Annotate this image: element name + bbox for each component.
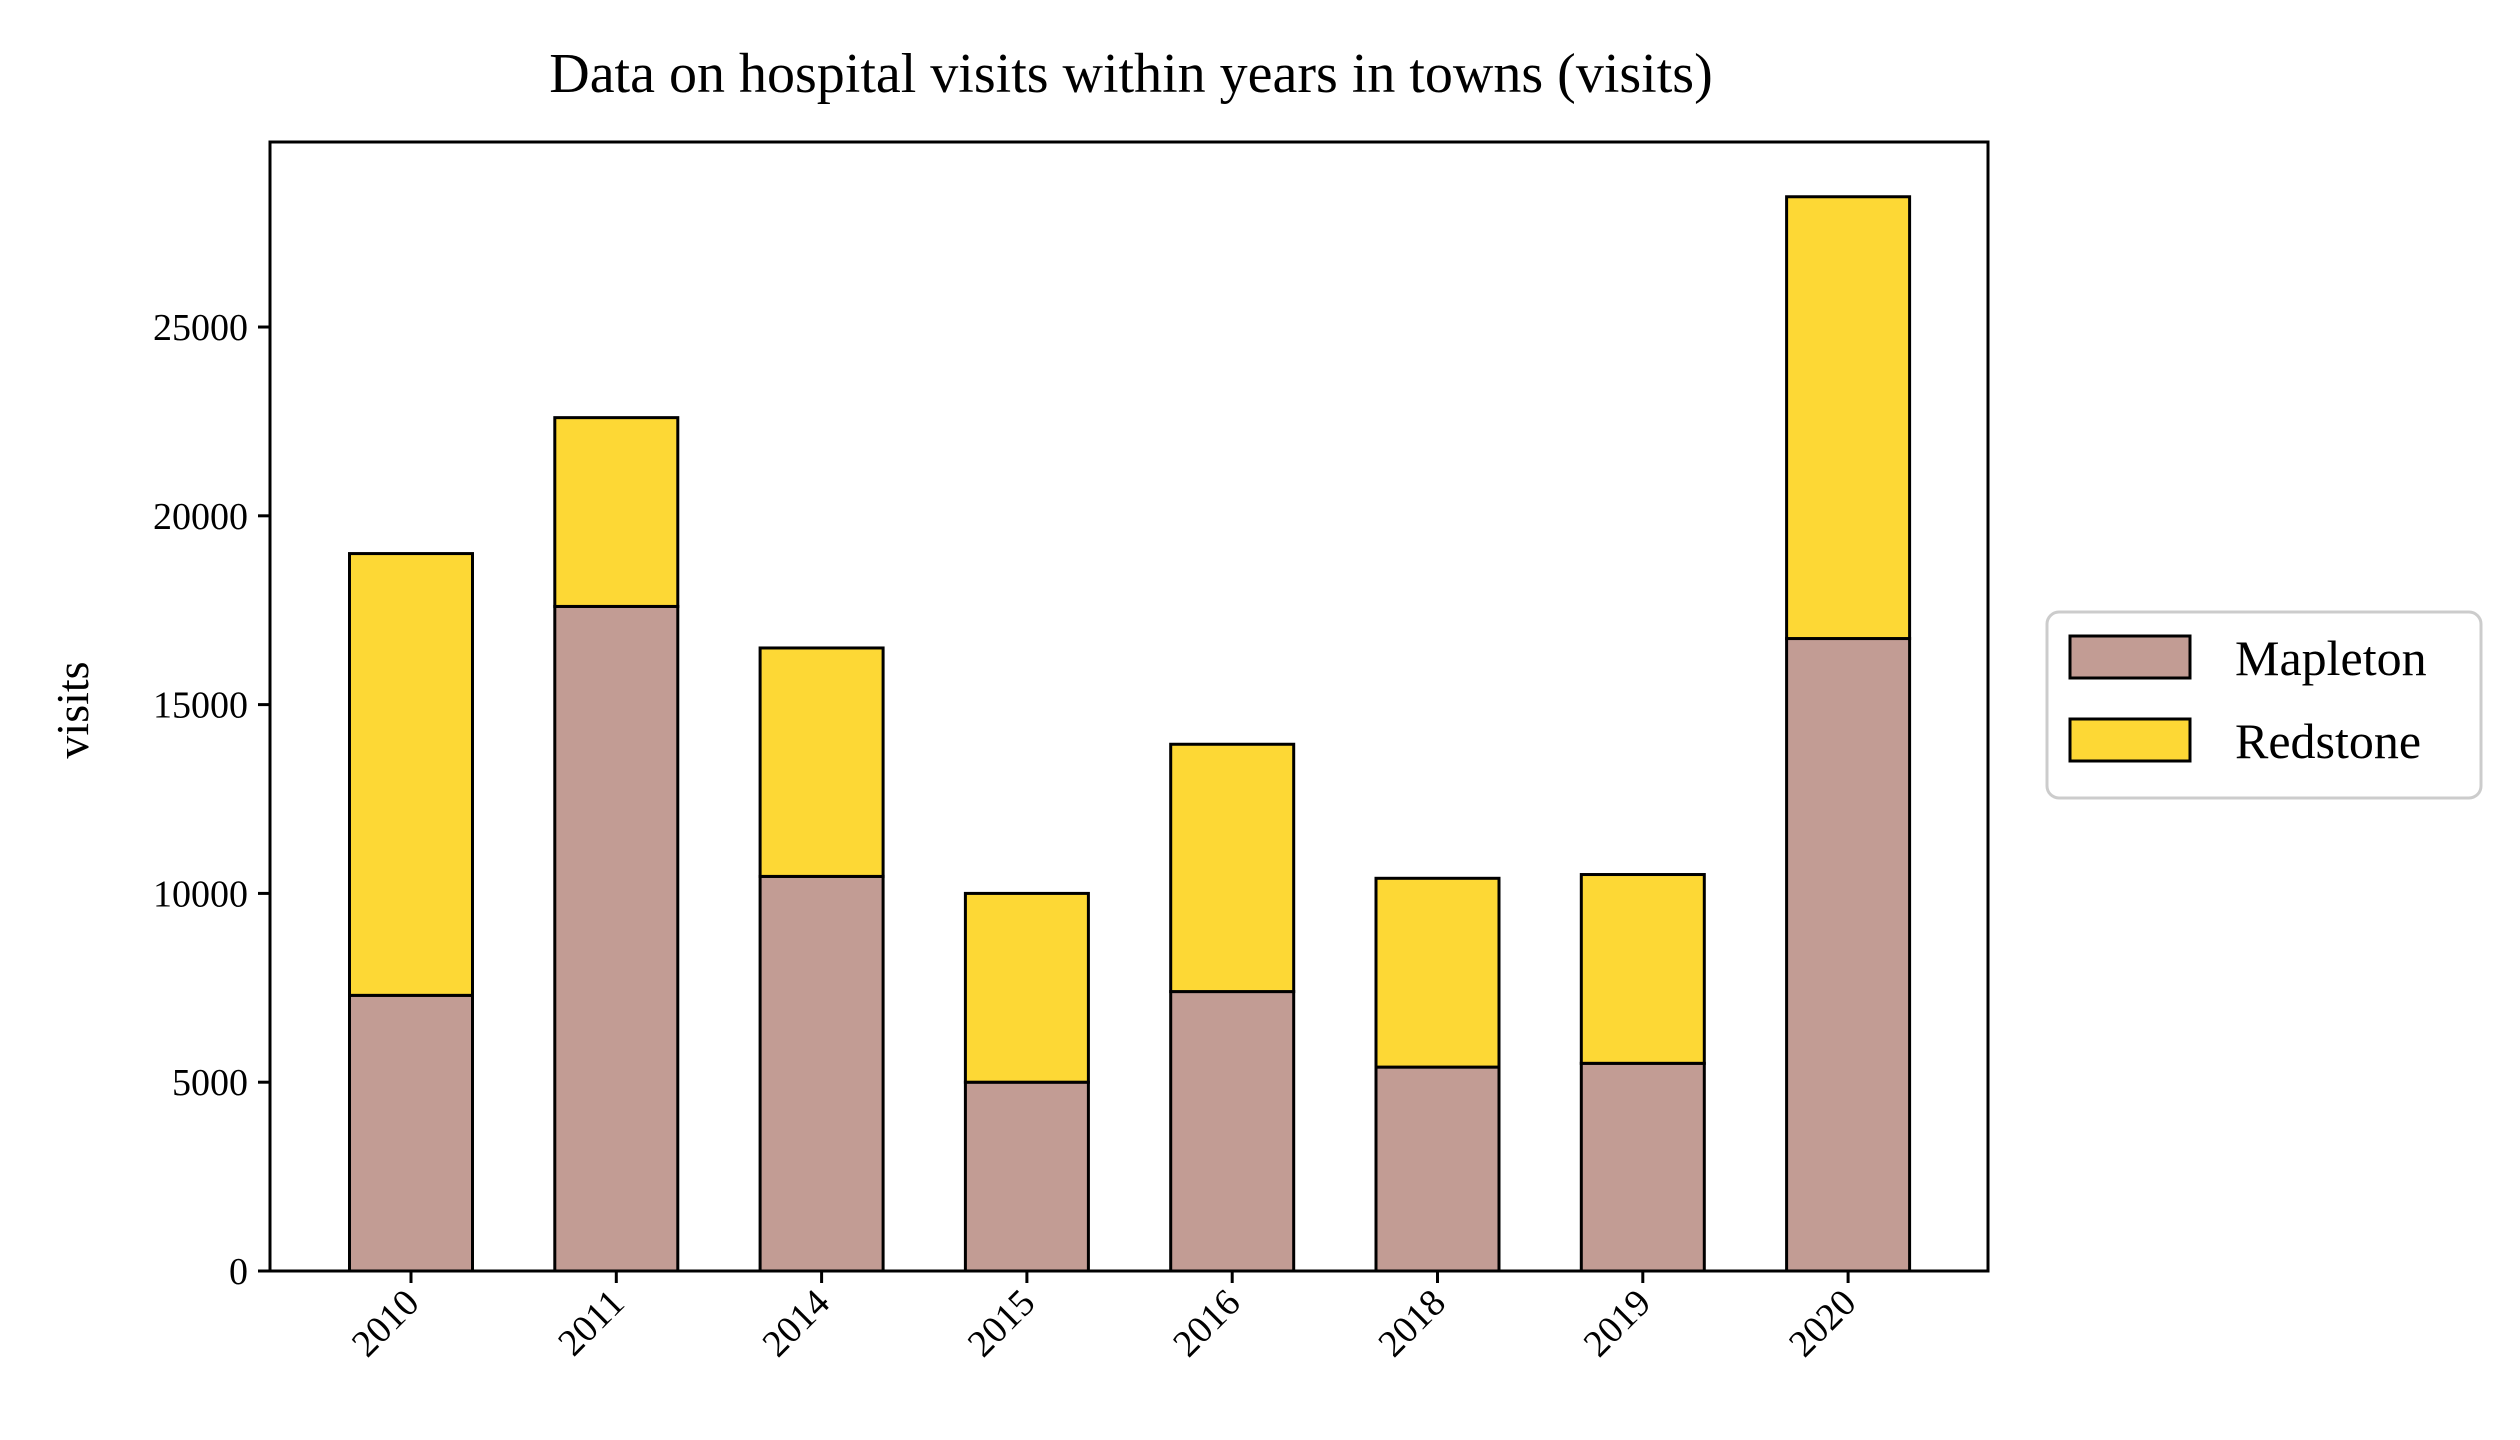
plot-frame <box>268 140 1990 1273</box>
y-tick-label-0: 0 <box>229 1251 248 1293</box>
legend-swatch-mapleton <box>2068 634 2192 680</box>
y-tick-label-15000: 15000 <box>153 685 248 727</box>
x-tick-label-2016: 2016 <box>1165 1282 1248 1365</box>
y-axis-label: visits <box>47 661 98 758</box>
bar-mapleton-2015 <box>963 1080 1090 1273</box>
x-tick-label-2020: 2020 <box>1781 1282 1864 1365</box>
x-tick-label-2011: 2011 <box>550 1282 632 1364</box>
bar-redstone-2016 <box>1169 742 1296 994</box>
x-tick-label-2018: 2018 <box>1370 1282 1453 1365</box>
x-tick-label-2015: 2015 <box>960 1282 1043 1365</box>
legend-label-mapleton: Mapleton <box>2235 630 2427 686</box>
chart-title: Data on hospital visits within years in … <box>549 43 1712 105</box>
bar-redstone-2011 <box>553 416 680 608</box>
bar-mapleton-2020 <box>1785 637 1912 1273</box>
bar-mapleton-2019 <box>1579 1061 1706 1273</box>
bar-mapleton-2011 <box>553 604 680 1273</box>
bar-mapleton-2014 <box>758 874 885 1273</box>
x-tick-label-2014: 2014 <box>755 1282 838 1365</box>
bar-redstone-2010 <box>348 552 474 997</box>
bar-redstone-2015 <box>963 891 1090 1084</box>
bars-layer <box>348 195 1912 1273</box>
bar-mapleton-2010 <box>348 993 474 1273</box>
bar-mapleton-2016 <box>1169 990 1296 1273</box>
y-tick-label-10000: 10000 <box>153 873 248 915</box>
bar-redstone-2018 <box>1374 876 1501 1069</box>
y-tick-label-25000: 25000 <box>153 307 248 349</box>
x-tick-label-2010: 2010 <box>344 1282 427 1365</box>
y-tick-label-20000: 20000 <box>153 496 248 538</box>
bar-redstone-2020 <box>1785 195 1912 641</box>
bar-mapleton-2018 <box>1374 1065 1501 1273</box>
legend: Mapleton Redstone <box>2045 610 2483 800</box>
bar-redstone-2014 <box>758 646 885 878</box>
x-tick-label-2019: 2019 <box>1576 1282 1659 1365</box>
legend-label-redstone: Redstone <box>2235 713 2421 769</box>
y-tick-label-5000: 5000 <box>172 1062 248 1104</box>
bar-redstone-2019 <box>1579 873 1706 1065</box>
legend-swatch-redstone <box>2068 717 2192 763</box>
